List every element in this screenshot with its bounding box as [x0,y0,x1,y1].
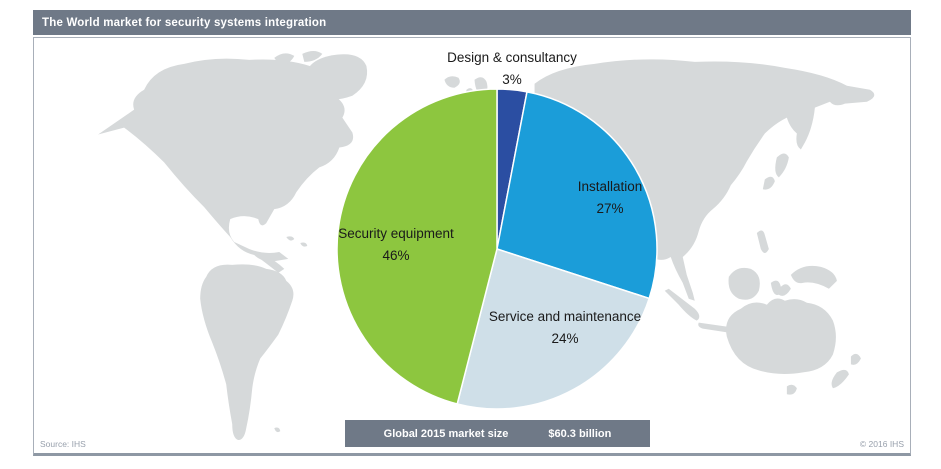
slice-percent: 24% [551,331,579,346]
map-borneo [728,267,760,300]
slice-percent: 46% [382,248,410,263]
pie-slice-service-and-maintenance [456,248,650,410]
source-note: Source: IHS [40,439,86,449]
slice-name: Design & consultancy [447,50,577,65]
pie-slice-installation [496,91,658,300]
page-title: The World market for security systems in… [42,16,327,29]
pie-slice-security-equipment [336,88,498,405]
map-central-america [260,254,285,273]
slice-percent: 27% [596,201,624,216]
copyright-note: © 2016 IHS [859,439,904,449]
map-sumatra [664,288,700,321]
map-australia [726,298,836,374]
map-north-america [98,58,354,262]
map-philippines [756,230,769,253]
pie-chart [336,88,658,410]
slice-name: Security equipment [338,226,454,241]
header-title-bar: The World market for security systems in… [33,10,911,35]
map-iceland [444,76,460,88]
map-new-zealand [831,353,861,389]
map-japan [762,153,789,190]
map-greenland [306,54,368,100]
slice-label-installation: Installation 27% [545,176,675,220]
map-java [698,322,732,333]
market-size-label: Global 2015 market size [383,427,509,440]
slice-name: Installation [577,179,643,194]
map-arctic-islands [274,50,323,66]
map-sulawesi [770,280,791,296]
map-falklands [274,427,281,433]
market-size-bar: Global 2015 market size $60.3 billion [345,420,650,447]
map-new-guinea [790,265,837,289]
slice-name: Service and maintenance [488,309,642,324]
slice-label-service-maintenance: Service and maintenance 24% [472,306,658,350]
map-tasmania [786,384,797,395]
slice-label-security-equipment: Security equipment 46% [316,223,476,267]
map-south-america [200,264,294,441]
slice-label-design-consultancy: Design & consultancy 3% [432,47,592,91]
market-size-value: $60.3 billion [548,427,612,440]
map-caribbean [286,236,308,247]
slice-percent: 3% [502,72,522,87]
